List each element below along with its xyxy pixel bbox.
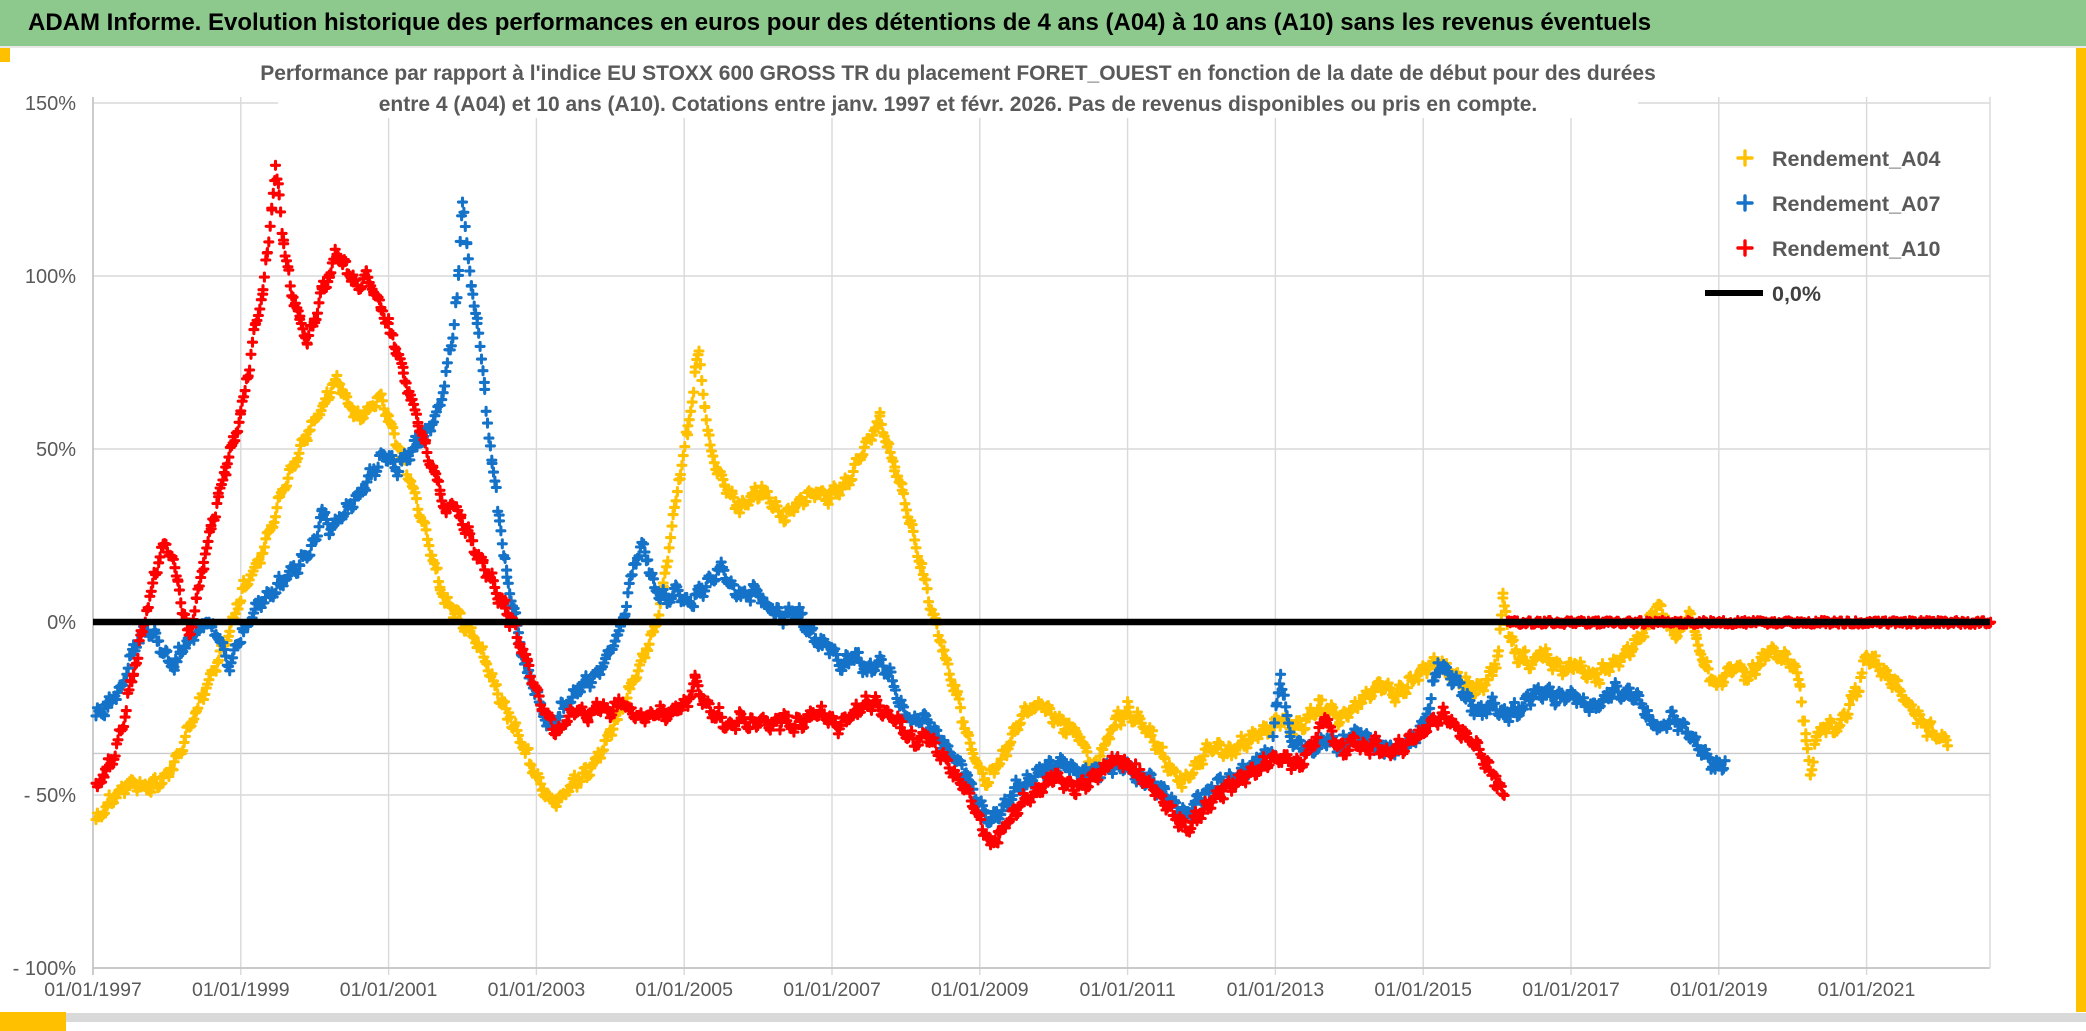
bottom-strip [0, 1013, 2086, 1022]
series-layer [90, 159, 1997, 851]
legend[interactable]: Rendement_A04 Rendement_A07 Rendement_A10 0… [1705, 147, 1941, 306]
y-tick-label: - 100% [13, 958, 77, 980]
x-tick-label: 01/01/2009 [931, 979, 1029, 1001]
x-tick-label: 01/01/1999 [192, 979, 290, 1001]
legend-item-rendement-a07[interactable]: Rendement_A07 [1736, 192, 1941, 216]
subtitle-line-2: entre 4 (A04) et 10 ans (A10). Cotations… [379, 93, 1538, 116]
subtitle-background [278, 58, 1638, 118]
legend-label: Rendement_A07 [1772, 192, 1941, 216]
y-tick-label: - 50% [24, 785, 76, 807]
legend-label: 0,0% [1772, 282, 1821, 306]
y-tick-label: 100% [25, 266, 76, 288]
axis-labels: 150% 100% 50% 0% - 50% - 100%01/01/1997 01/01/… [13, 93, 1916, 1001]
series-rendement_a04 [90, 345, 1954, 826]
gold-accent-bottom-left [0, 1012, 66, 1031]
page-title: ADAM Informe. Evolution historique des p… [28, 9, 1652, 36]
x-tick-label: 01/01/2005 [635, 979, 733, 1001]
x-tick-label: 01/01/2007 [783, 979, 881, 1001]
legend-label: Rendement_A04 [1772, 147, 1941, 171]
x-tick-label: 01/01/2019 [1670, 979, 1768, 1001]
gold-accent-top-left [0, 48, 10, 62]
x-tick-label: 01/01/2011 [1080, 979, 1176, 1001]
chart-subtitle: Performance par rapport à l'indice EU ST… [260, 58, 1656, 118]
x-tick-label: 01/01/2021 [1818, 979, 1916, 1001]
x-tick-label: 01/01/2017 [1522, 979, 1620, 1001]
legend-label: Rendement_A10 [1772, 237, 1941, 261]
x-tick-label: 01/01/1997 [44, 979, 142, 1001]
chart-title-bar: ADAM Informe. Evolution historique des p… [0, 0, 2086, 48]
legend-plus-marker-icon [1736, 239, 1754, 257]
legend-item-rendement-a04[interactable]: Rendement_A04 [1736, 147, 1941, 171]
gold-accent-right-border [2076, 48, 2086, 1012]
subtitle-line-1: Performance par rapport à l'indice EU ST… [260, 62, 1656, 85]
legend-plus-marker-icon [1736, 194, 1754, 212]
legend-plus-marker-icon [1736, 149, 1754, 167]
gridlines [92, 97, 1991, 975]
y-tick-label: 150% [25, 93, 76, 115]
x-tick-label: 01/01/2001 [340, 979, 438, 1001]
x-tick-label: 01/01/2003 [488, 979, 586, 1001]
x-tick-label: 01/01/2015 [1374, 979, 1472, 1001]
series-rendement_a10 [90, 159, 1510, 851]
y-tick-label: 0% [47, 612, 76, 634]
legend-item-0-0-[interactable]: 0,0% [1705, 282, 1821, 306]
y-tick-label: 50% [36, 439, 76, 461]
legend-item-rendement-a10[interactable]: Rendement_A10 [1736, 237, 1941, 261]
x-tick-label: 01/01/2013 [1227, 979, 1325, 1001]
